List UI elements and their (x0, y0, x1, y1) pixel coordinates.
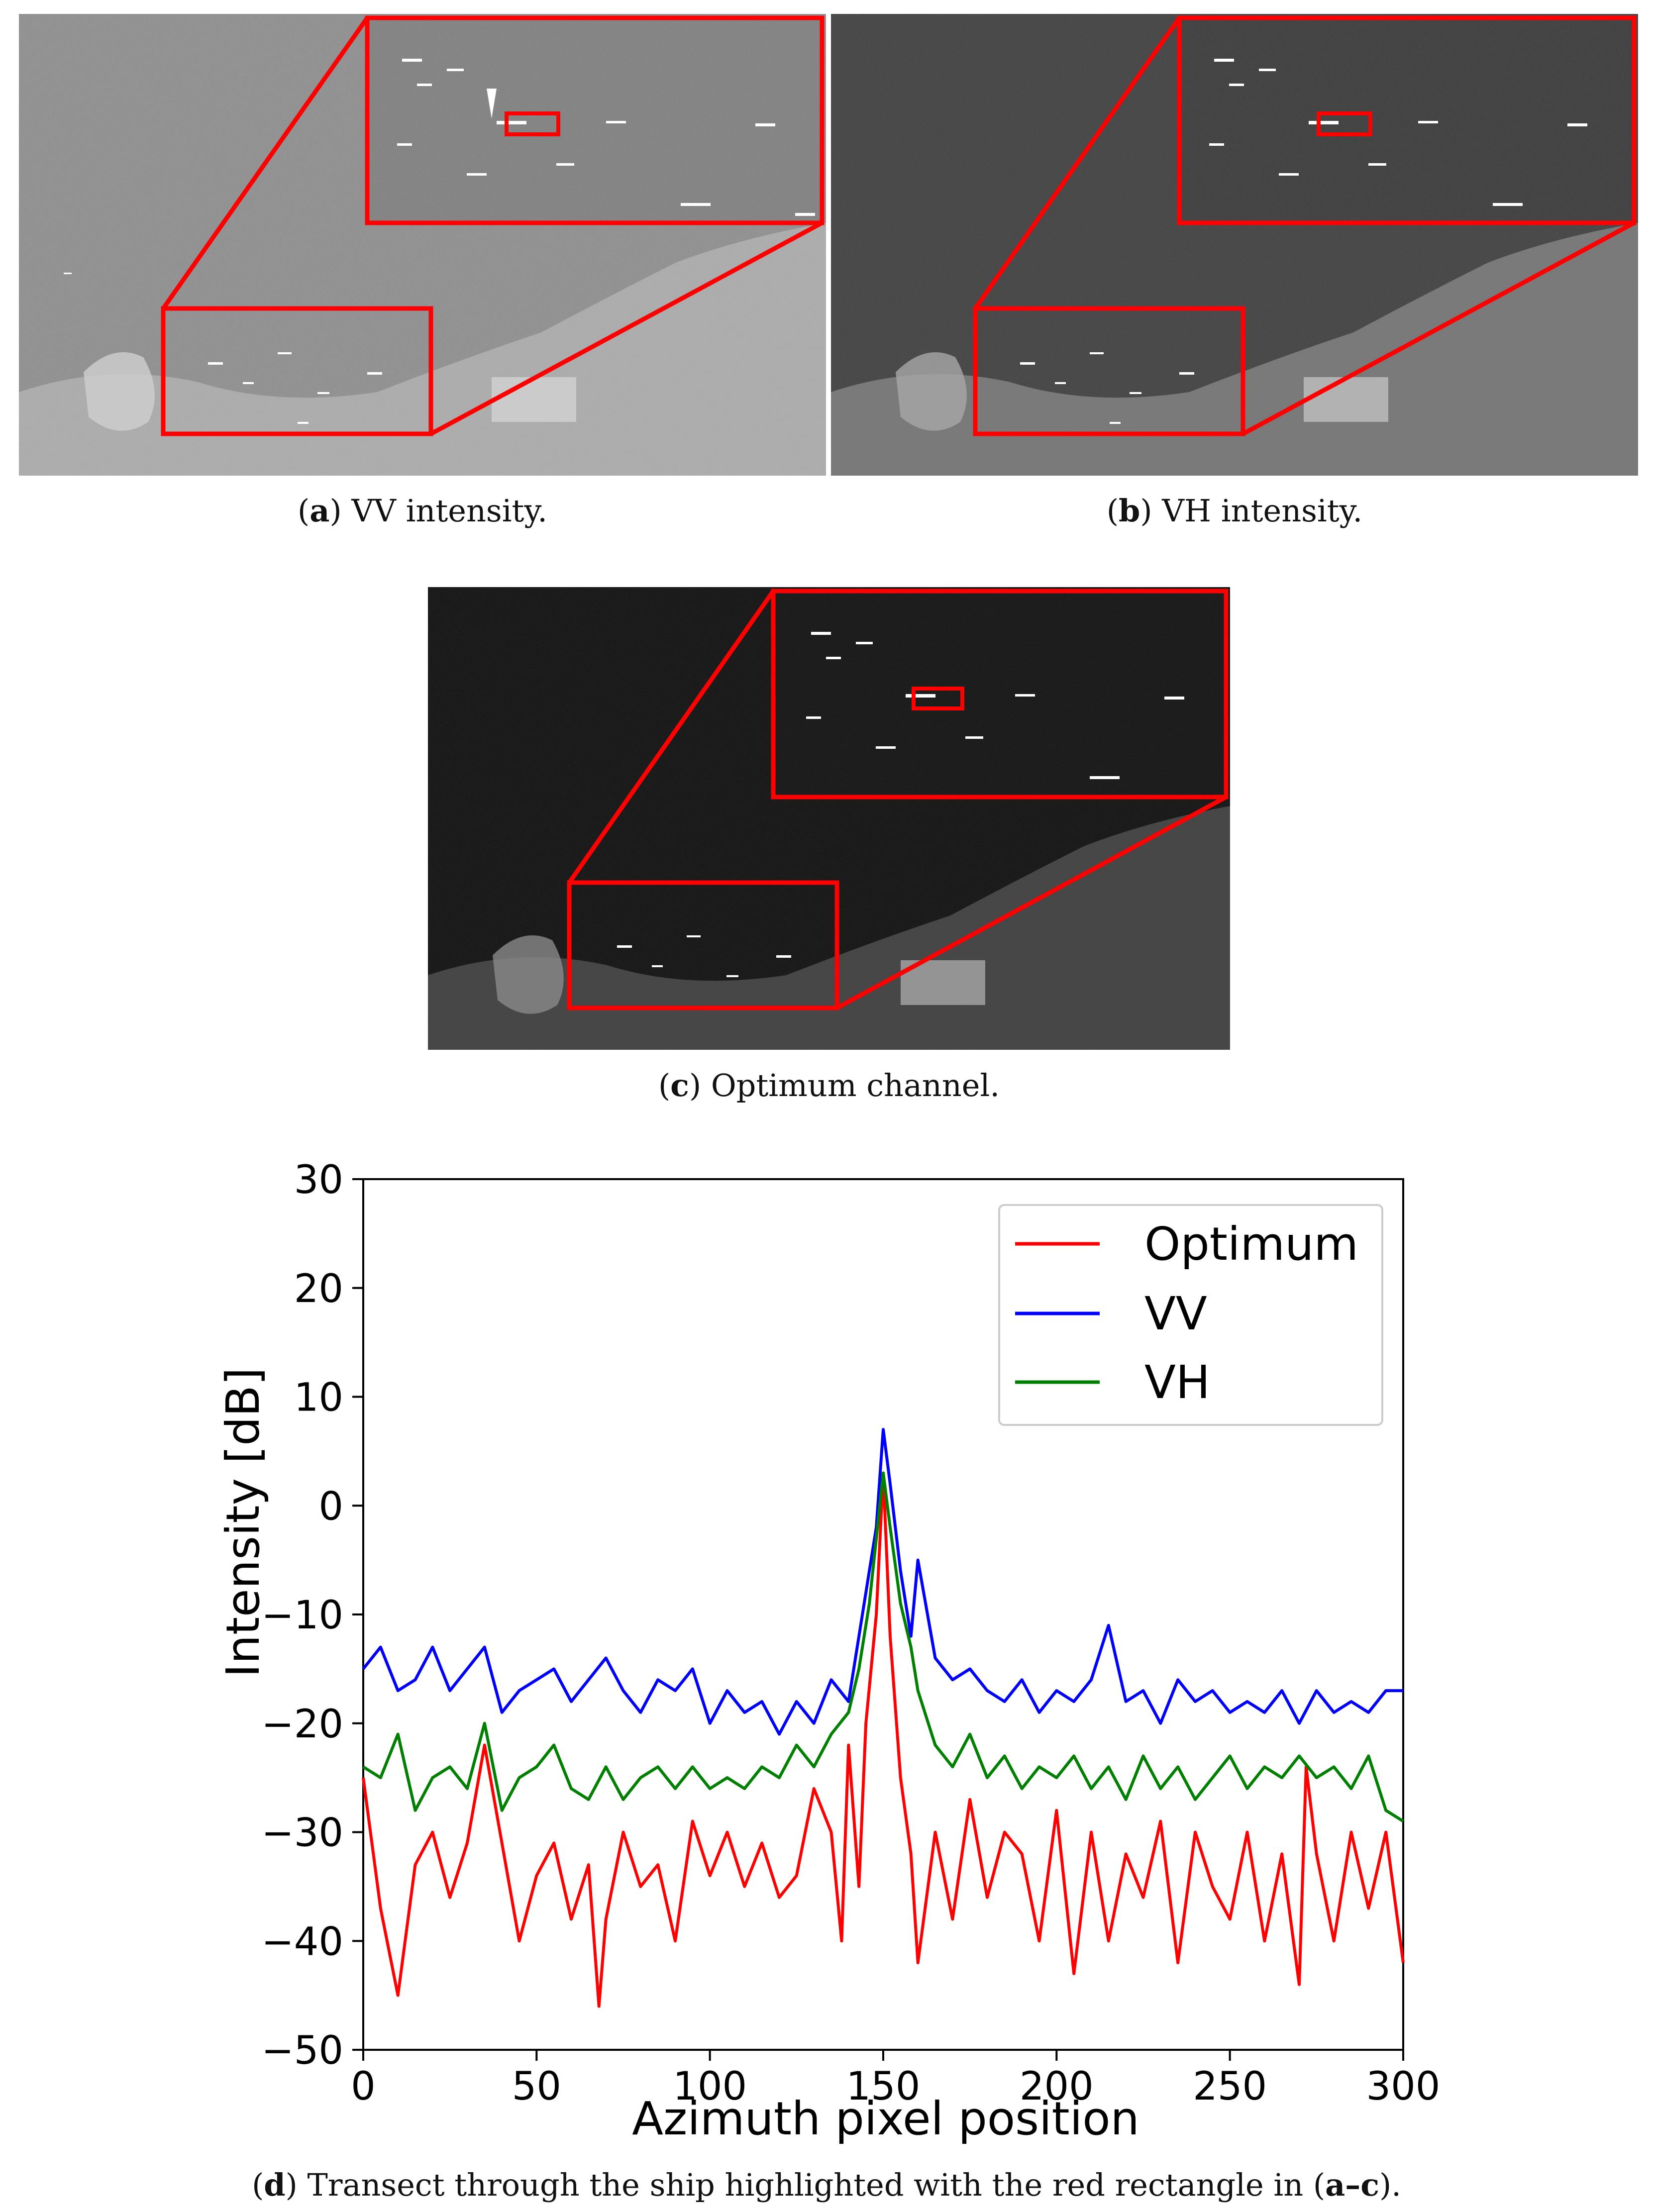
legend-label-optimum: Optimum (1144, 1217, 1358, 1271)
y-tick-label-8: −50 (261, 2028, 343, 2073)
vv-intensity-image (19, 14, 826, 476)
y-axis-label: Intensity [dB] (216, 1368, 270, 1678)
caption-a: (a) VV intensity. (298, 493, 547, 529)
caption-d-ref: a–c (1325, 2167, 1380, 2203)
x-tick-label-300: 300 (1366, 2064, 1441, 2109)
y-tick-label-2: 10 (294, 1376, 343, 1420)
series-line-optimum (362, 1471, 1405, 2008)
caption-d: (d) Transect through the ship highlighte… (252, 2167, 1401, 2203)
caption-d-text: ) Transect through the ship highlighted … (285, 2167, 1326, 2203)
y-tick-label-1: 20 (294, 1267, 343, 1311)
caption-b-letter: b (1119, 493, 1140, 529)
caption-d-letter: d (264, 2167, 286, 2203)
y-tick-label-7: −40 (261, 1919, 343, 1964)
x-tick-label-200: 200 (1020, 2064, 1094, 2109)
x-tick-label-150: 150 (846, 2064, 921, 2109)
x-axis-label: Azimuth pixel position (632, 2092, 1139, 2145)
y-tick-label-4: −10 (261, 1593, 343, 1638)
caption-c: (c) Optimum channel. (658, 1067, 1000, 1104)
y-tick-label-0: 30 (294, 1158, 343, 1203)
x-tick-label-250: 250 (1193, 2064, 1267, 2109)
caption-c-text: ) Optimum channel. (689, 1067, 1000, 1104)
vh-intensity-image (831, 14, 1638, 476)
y-tick-label-5: −20 (261, 1702, 343, 1747)
x-tick-label-0: 0 (351, 2064, 376, 2109)
series-line-vv (362, 1428, 1403, 1736)
legend: Optimum VV VH (998, 1204, 1383, 1426)
y-tick-label-6: −30 (261, 1811, 343, 1856)
legend-label-vv: VV (1144, 1287, 1207, 1340)
transect-chart: 0 50 100 150 200 250 300 30 20 10 0 −10 −20 −30 −40 −50… (0, 1144, 1653, 2159)
caption-b-text: ) VH intensity. (1140, 493, 1363, 529)
series-line-vh (362, 1471, 1404, 1823)
legend-label-vh: VH (1144, 1356, 1210, 1409)
y-tick-label-3: 0 (318, 1484, 343, 1529)
caption-a-text: ) VV intensity. (329, 493, 547, 529)
optimum-channel-image (428, 587, 1230, 1050)
x-tick-label-100: 100 (673, 2064, 747, 2109)
caption-c-letter: c (670, 1067, 689, 1104)
x-tick-label-50: 50 (512, 2064, 561, 2109)
caption-a-letter: a (310, 493, 330, 529)
caption-b: (b) VH intensity. (1106, 493, 1363, 529)
caption-d-end: ). (1379, 2167, 1401, 2203)
